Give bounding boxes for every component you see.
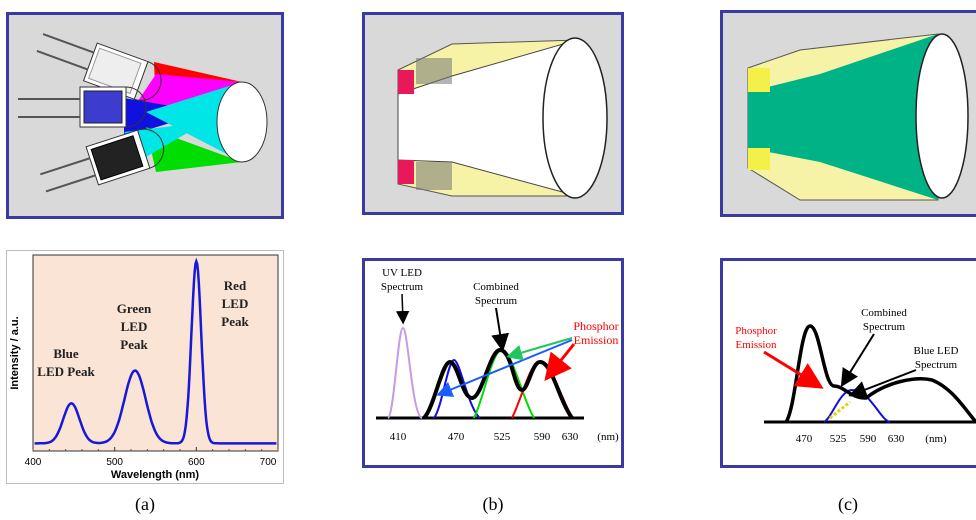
combined-label-2: Spectrum: [863, 321, 906, 333]
svg-text:525: 525: [494, 431, 511, 443]
phosphor-bottom: [748, 148, 770, 170]
phosphor-label-2: Emission: [736, 339, 777, 351]
phosphor-top: [748, 68, 770, 92]
rgb-led-diagram: [6, 12, 284, 219]
light-beams: [124, 62, 242, 172]
phosphor-bottom: [398, 160, 414, 184]
blue-peak-label-2: LED Peak: [37, 364, 95, 379]
caption-c: (c): [838, 494, 858, 514]
uv-spectrum-chart: 410 470 525 590 630 (nm) UV LED Spectrum…: [362, 258, 624, 468]
x-tick-label: 600: [188, 457, 205, 468]
x-tick-label: 400: [25, 457, 42, 468]
uv-led-diagram: [362, 12, 624, 215]
unit-label: (nm): [925, 433, 947, 445]
uv-label-1: UV LED: [382, 267, 422, 279]
lens: [216, 81, 268, 163]
blue-peak-label-1: Blue: [53, 346, 79, 361]
green-peak-label-2: LED: [121, 319, 148, 334]
unit-label: (nm): [597, 431, 619, 443]
y-axis-label: Intensity / a.u.: [9, 316, 21, 389]
lens: [542, 37, 608, 199]
phosphor-label-2: Emission: [574, 333, 619, 347]
svg-text:590: 590: [534, 431, 551, 443]
x-tick-label: 500: [106, 457, 123, 468]
svg-text:470: 470: [796, 433, 813, 445]
combined-label-1: Combined: [861, 307, 907, 319]
uv-label-2: Spectrum: [381, 281, 424, 293]
combined-label-2: Spectrum: [475, 295, 518, 307]
blue-led-spectrum-chart: 470 525 590 630 (nm) Phosphor Emission C…: [720, 258, 976, 468]
phosphor-label-1: Phosphor: [573, 319, 618, 333]
uv-spectrum-line: [387, 326, 423, 419]
rgb-spectrum-line: [34, 257, 277, 445]
combined-spectrum-line: [784, 324, 976, 424]
lens: [915, 33, 969, 199]
caption-b: (b): [482, 494, 504, 514]
caption-a: (a): [135, 494, 155, 514]
svg-text:525: 525: [830, 433, 847, 445]
green-led: [40, 128, 165, 193]
svg-text:630: 630: [562, 431, 579, 443]
svg-text:410: 410: [390, 431, 407, 443]
combined-label-1: Combined: [473, 281, 519, 293]
green-peak-label-1: Green: [117, 301, 152, 316]
green-peak-label-3: Peak: [120, 337, 148, 352]
red-peak-label-1: Red: [224, 278, 247, 293]
red-peak-label-2: LED: [222, 296, 249, 311]
phosphor-top: [398, 70, 414, 94]
x-tick-label: 700: [260, 457, 277, 468]
phosphor-label-1: Phosphor: [735, 325, 777, 337]
svg-text:590: 590: [860, 433, 877, 445]
blue-led: [18, 86, 147, 128]
plot-area: [32, 254, 279, 452]
red-peak-label-3: Peak: [221, 314, 249, 329]
x-axis-label: Wavelength (nm): [111, 469, 200, 481]
blue-led-label-2: Spectrum: [915, 359, 958, 371]
svg-text:630: 630: [888, 433, 905, 445]
blue-led-diagram: [720, 10, 976, 217]
rgb-spectrum-chart: 400 500 600 700 Intensity / a.u. Wavelength…: [6, 250, 284, 484]
blue-led-label-1: Blue LED: [914, 345, 959, 357]
red-led: [36, 33, 162, 101]
svg-text:470: 470: [448, 431, 465, 443]
